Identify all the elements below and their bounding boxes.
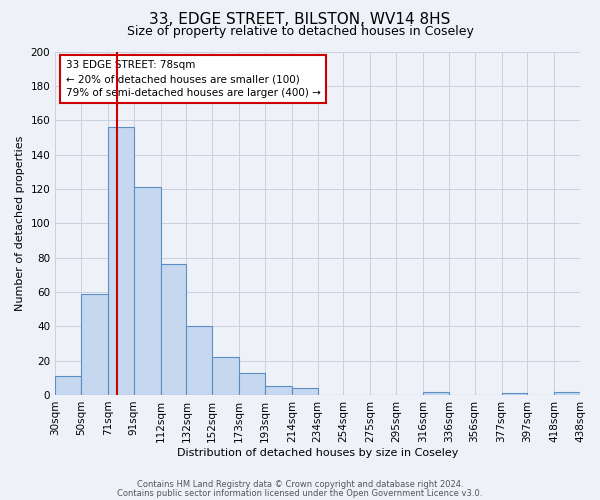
Bar	[134, 187, 161, 395]
Bar	[554, 392, 580, 395]
Bar	[502, 393, 527, 395]
Bar	[423, 392, 449, 395]
Text: Size of property relative to detached houses in Coseley: Size of property relative to detached ho…	[127, 25, 473, 38]
Bar	[81, 294, 108, 395]
Text: Contains public sector information licensed under the Open Government Licence v3: Contains public sector information licen…	[118, 489, 482, 498]
Bar	[212, 357, 239, 395]
Bar	[239, 372, 265, 395]
Bar	[161, 264, 187, 395]
X-axis label: Distribution of detached houses by size in Coseley: Distribution of detached houses by size …	[177, 448, 458, 458]
Text: 33, EDGE STREET, BILSTON, WV14 8HS: 33, EDGE STREET, BILSTON, WV14 8HS	[149, 12, 451, 28]
Text: 33 EDGE STREET: 78sqm
← 20% of detached houses are smaller (100)
79% of semi-det: 33 EDGE STREET: 78sqm ← 20% of detached …	[65, 60, 320, 98]
Text: Contains HM Land Registry data © Crown copyright and database right 2024.: Contains HM Land Registry data © Crown c…	[137, 480, 463, 489]
Bar	[108, 127, 134, 395]
Bar	[265, 386, 292, 395]
Bar	[292, 388, 317, 395]
Bar	[187, 326, 212, 395]
Bar	[55, 376, 81, 395]
Y-axis label: Number of detached properties: Number of detached properties	[15, 136, 25, 311]
